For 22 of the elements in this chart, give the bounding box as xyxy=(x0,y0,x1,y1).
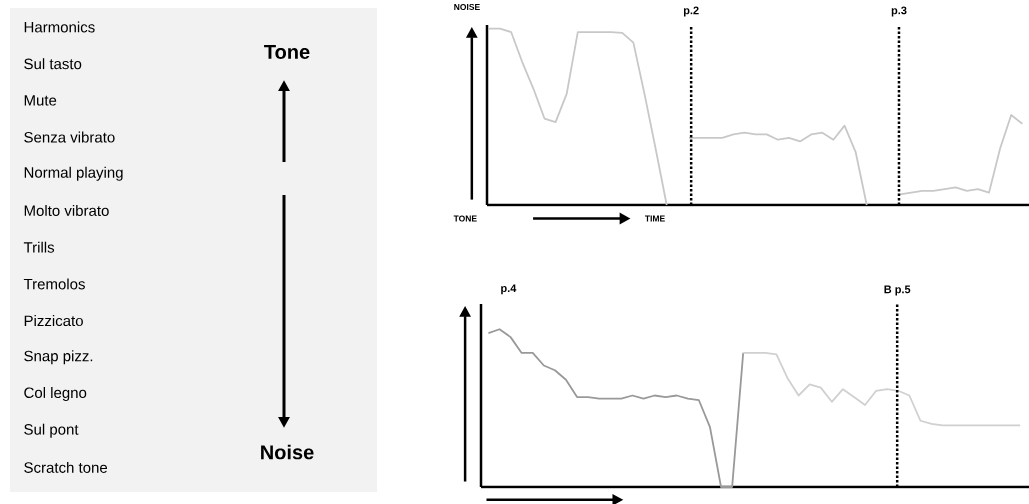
category-label: Normal playing xyxy=(24,166,123,181)
category-label: Tremolos xyxy=(23,278,85,290)
text: Tone xyxy=(264,45,310,59)
category-label: Sul tasto xyxy=(24,58,82,70)
y-axis-title: NOISE xyxy=(454,4,480,10)
category-label: Molto vibrato xyxy=(24,204,109,216)
x-axis-title: TIME xyxy=(644,215,665,222)
text: TONE xyxy=(453,215,477,222)
text: B p.5 xyxy=(884,285,911,296)
text: p.3 xyxy=(891,6,907,17)
text: p.2 xyxy=(683,6,699,17)
category-label: Harmonics xyxy=(24,21,95,33)
category-label: Snap pizz. xyxy=(24,350,93,365)
category-label: Mute xyxy=(24,95,57,106)
category-label: Sul pont xyxy=(24,423,79,438)
category-label: Scratch tone xyxy=(24,461,108,473)
text: p.4 xyxy=(501,284,517,295)
category-label: Trills xyxy=(23,241,55,253)
text: Noise xyxy=(261,444,314,460)
category-label: Senza vibrato xyxy=(24,131,115,143)
category-label: Pizzicato xyxy=(24,315,83,327)
category-label: Col legno xyxy=(24,387,87,401)
